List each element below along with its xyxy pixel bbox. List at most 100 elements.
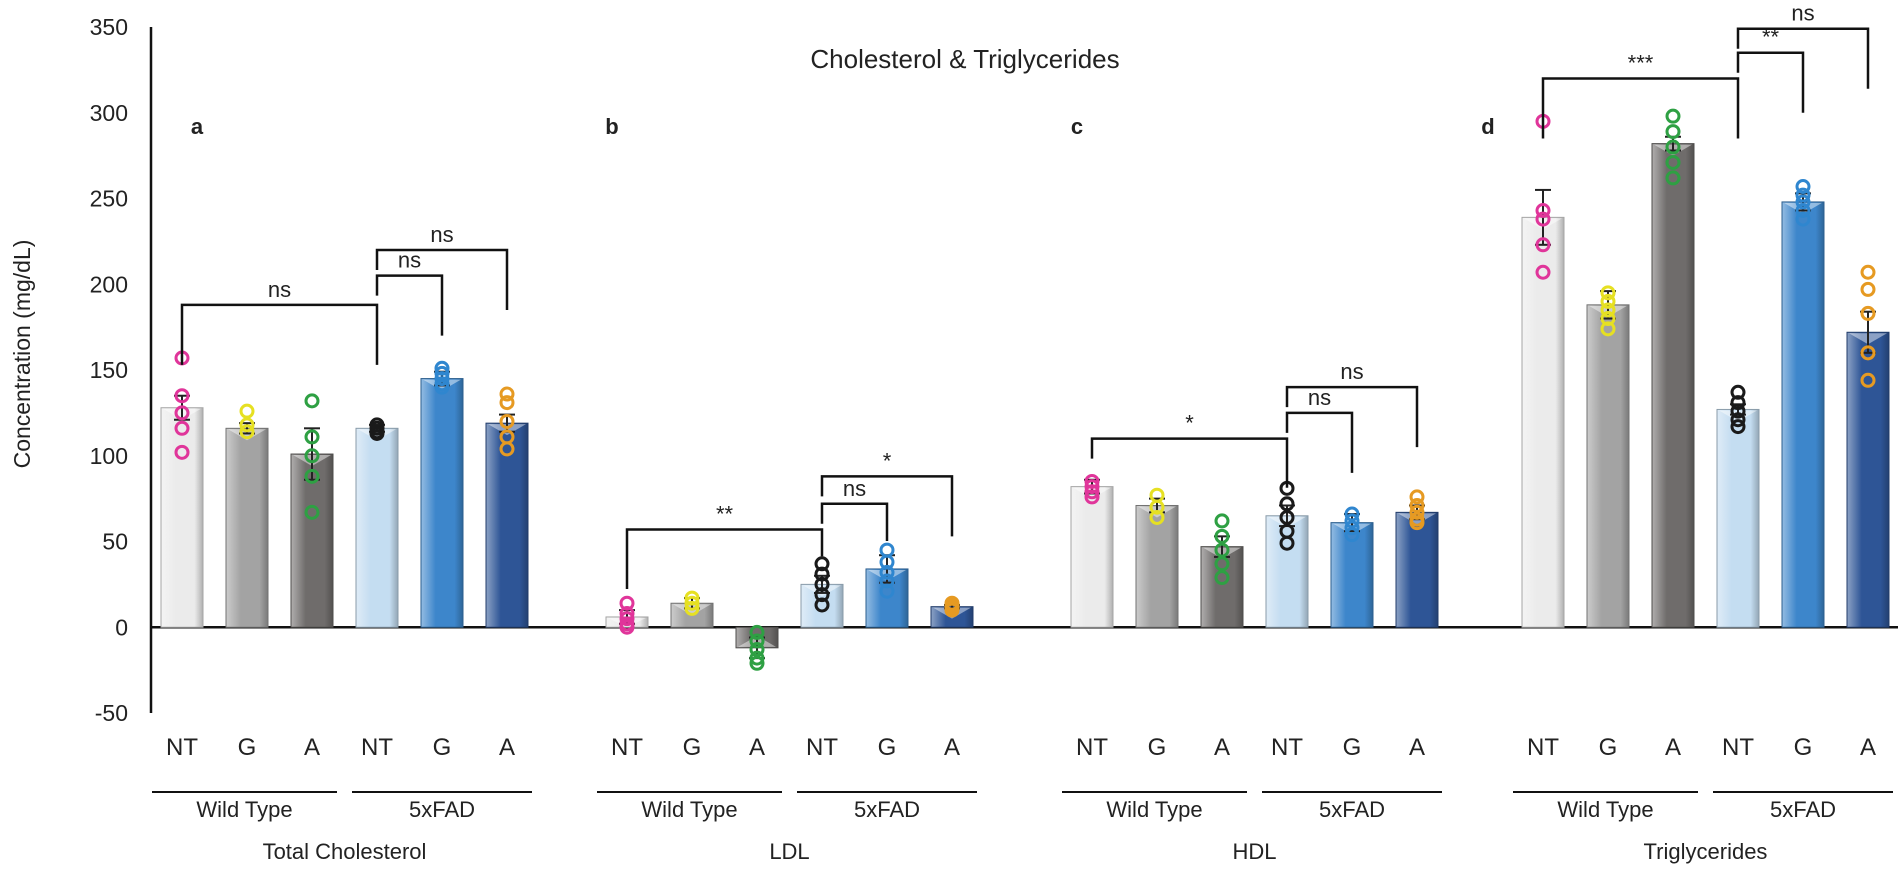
significance-label: ns — [268, 277, 291, 302]
data-point — [1860, 345, 1876, 361]
data-point — [814, 576, 830, 592]
category-label: A — [304, 734, 320, 761]
data-point — [304, 448, 320, 464]
bar — [225, 427, 269, 628]
data-point — [434, 371, 450, 387]
data-point — [434, 379, 450, 395]
significance-bracket — [1541, 77, 1740, 139]
bar — [1070, 486, 1114, 628]
data-point — [1084, 489, 1100, 505]
data-point — [1149, 499, 1165, 515]
data-point — [239, 403, 255, 419]
significance-bracket — [625, 528, 824, 589]
data-point — [749, 624, 765, 640]
data-point — [1214, 542, 1230, 558]
data-point — [879, 554, 895, 570]
category-label: G — [1148, 734, 1167, 761]
data-point — [1795, 187, 1811, 203]
data-point — [619, 611, 635, 627]
category-label: A — [944, 734, 960, 761]
data-point — [1730, 395, 1746, 411]
category-label: NT — [806, 734, 838, 761]
data-point — [304, 393, 320, 409]
group-label-5xfad: 5xFAD — [1319, 797, 1385, 822]
data-point — [1084, 473, 1100, 489]
data-point — [684, 595, 700, 611]
group-label-wild-type: Wild Type — [1557, 797, 1653, 822]
category-label: A — [749, 734, 765, 761]
data-point — [1535, 264, 1551, 280]
data-point — [619, 606, 635, 622]
data-point — [1279, 496, 1295, 512]
bar — [1265, 515, 1309, 628]
data-point — [1730, 403, 1746, 419]
data-point — [814, 597, 830, 613]
data-point — [1409, 504, 1425, 520]
data-point — [304, 504, 320, 520]
data-point — [1600, 311, 1616, 327]
significance-bracket — [1285, 411, 1354, 473]
group-label-wild-type: Wild Type — [1106, 797, 1202, 822]
data-point — [239, 417, 255, 433]
data-point — [1730, 412, 1746, 428]
bar — [1330, 522, 1374, 628]
data-point — [1344, 506, 1360, 522]
data-point — [1795, 203, 1811, 219]
significance-bracket — [820, 502, 889, 541]
data-point — [1084, 484, 1100, 500]
data-point — [879, 573, 895, 589]
data-point — [174, 388, 190, 404]
category-label: G — [433, 734, 452, 761]
data-point — [499, 441, 515, 457]
data-point — [239, 424, 255, 440]
y-tick-label: 100 — [90, 443, 128, 469]
bar — [1781, 201, 1825, 628]
data-point — [304, 468, 320, 484]
significance-label: ** — [716, 501, 734, 526]
data-point — [749, 650, 765, 666]
panel-letter: c — [1071, 114, 1083, 139]
panel-name: Total Cholesterol — [263, 839, 427, 864]
group-label-5xfad: 5xFAD — [854, 797, 920, 822]
bar — [1846, 331, 1890, 628]
axes — [149, 27, 1898, 713]
significance-bracket — [1090, 437, 1289, 488]
group-label-wild-type: Wild Type — [641, 797, 737, 822]
data-point — [174, 420, 190, 436]
data-point — [499, 386, 515, 402]
category-label: A — [499, 734, 515, 761]
category-label: G — [1599, 734, 1618, 761]
significance-label: ns — [843, 476, 866, 501]
y-tick-label: 50 — [102, 529, 128, 555]
bar — [355, 427, 399, 628]
panel-ldl: b NT G A NT G A Wild Type 5xFAD LDL ** ns * — [597, 114, 977, 864]
data-point — [434, 365, 450, 381]
significance-label: ** — [1762, 25, 1780, 50]
data-point — [1344, 513, 1360, 529]
panel-letter: b — [605, 114, 618, 139]
panels: a NT G A NT G A Wild Type 5xFAD Total Cholesterol… — [152, 1, 1893, 864]
significance-label: * — [1185, 411, 1194, 436]
y-tick-label: 200 — [90, 271, 128, 297]
data-point — [304, 429, 320, 445]
data-point — [619, 619, 635, 635]
category-label: G — [683, 734, 702, 761]
significance-bracket — [1736, 27, 1870, 89]
category-label: NT — [1271, 734, 1303, 761]
y-tick-label: 350 — [90, 14, 128, 40]
data-point — [1409, 497, 1425, 513]
data-point — [1860, 305, 1876, 321]
group-label-5xfad: 5xFAD — [1770, 797, 1836, 822]
panel-name: Triglycerides — [1644, 839, 1768, 864]
data-point — [1149, 509, 1165, 525]
significance-bracket — [180, 303, 379, 365]
bar — [160, 407, 204, 628]
data-point — [1535, 203, 1551, 219]
data-point — [1600, 302, 1616, 318]
data-point — [369, 425, 385, 441]
data-point — [1535, 211, 1551, 227]
category-label: NT — [361, 734, 393, 761]
